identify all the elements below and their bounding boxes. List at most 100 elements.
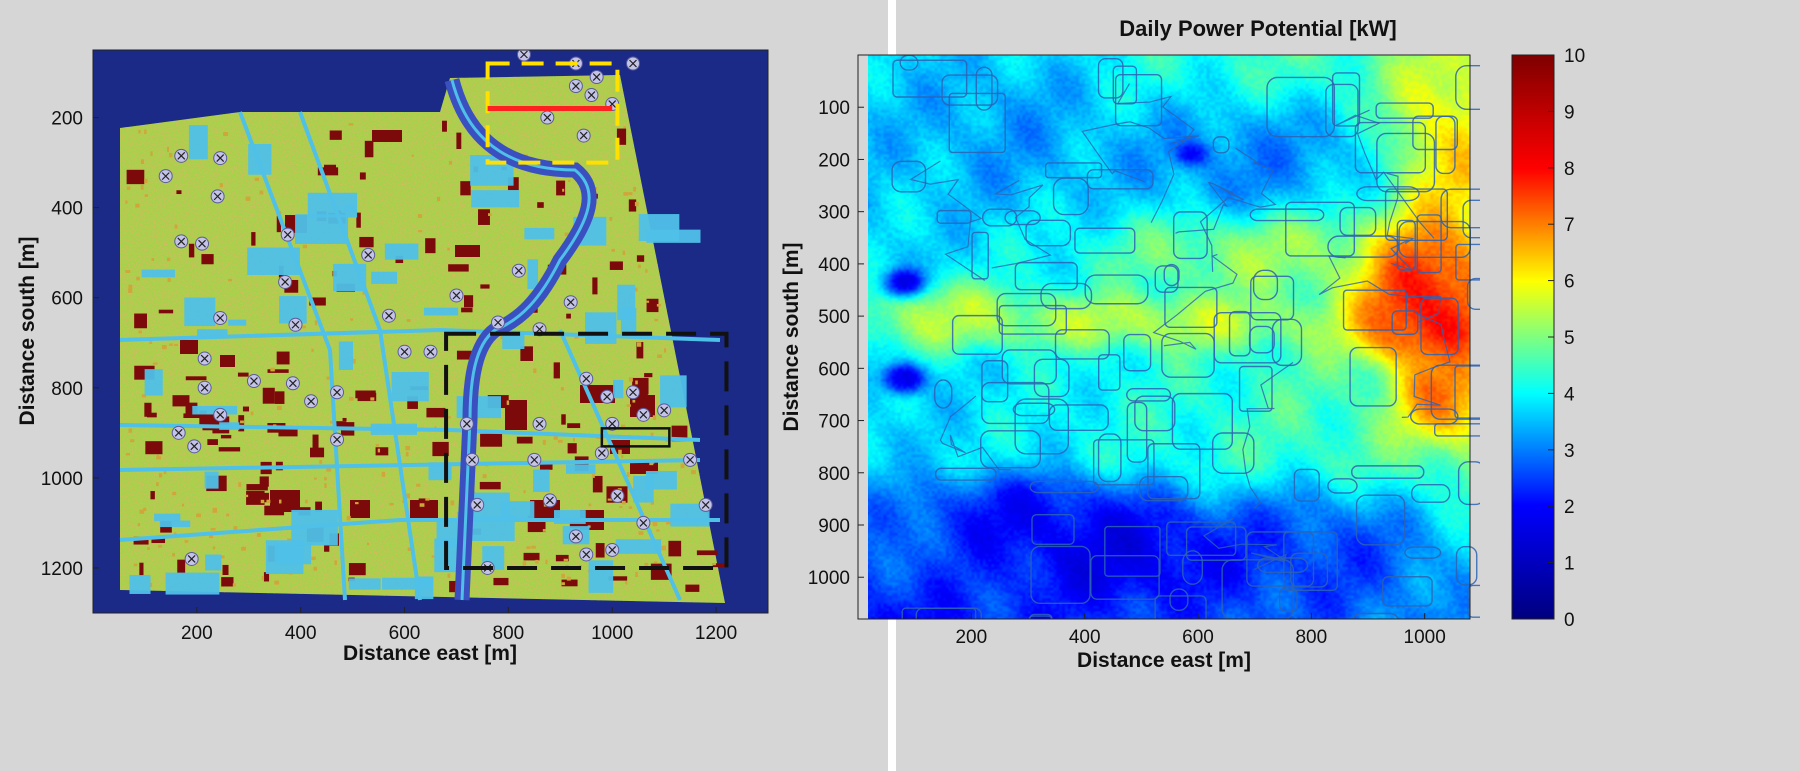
roof-speckle: [150, 151, 153, 157]
station-marker: [636, 407, 651, 422]
roof-speckle: [138, 129, 141, 134]
roof-speckle: [144, 129, 147, 135]
contour-outline: [1248, 325, 1275, 354]
roof-speckle: [240, 420, 244, 424]
contour-outline: [981, 360, 1009, 403]
contour-outline: [1025, 219, 1072, 247]
station-marker: [187, 439, 202, 454]
roof-speckle: [621, 424, 626, 430]
open-water-patch: [197, 329, 228, 339]
open-water-patch: [620, 307, 637, 336]
contour-outline: [1014, 398, 1070, 455]
roof-speckle: [174, 224, 178, 229]
roof-speckle: [128, 284, 133, 289]
contour-outline: [1266, 76, 1336, 138]
building: [567, 423, 581, 429]
roof-speckle: [591, 474, 595, 478]
contour-line: [1335, 109, 1435, 239]
station-marker: [527, 452, 542, 467]
roof-speckle: [377, 448, 381, 453]
contour-outline: [1351, 612, 1400, 619]
roof-speckle: [125, 200, 128, 204]
contour-line: [991, 179, 1052, 269]
roof-speckle: [144, 194, 148, 197]
contour-outline: [998, 304, 1068, 335]
building: [595, 543, 605, 558]
station-marker: [213, 151, 228, 166]
station-marker: [605, 416, 620, 431]
colorbar-tick-label: 8: [1564, 159, 1575, 180]
building: [262, 492, 269, 503]
contour-outline: [934, 467, 997, 481]
building: [553, 362, 560, 379]
roof-speckle: [656, 304, 662, 307]
station-marker: [542, 493, 557, 508]
colorbar-tick-label: 3: [1564, 441, 1575, 462]
contour-outline: [1462, 199, 1480, 239]
roof-speckle: [618, 449, 622, 455]
building-large: [180, 340, 198, 354]
building: [267, 369, 289, 373]
left-x-tick-label: 600: [389, 623, 421, 644]
building: [592, 475, 603, 493]
contour-outline: [1331, 72, 1361, 127]
building: [158, 309, 174, 314]
contour-outline: [1004, 210, 1041, 226]
heatmap-image: [868, 55, 1470, 619]
roof-speckle: [417, 214, 423, 218]
roof-speckle: [141, 394, 147, 398]
contour-line: [1116, 83, 1195, 223]
contour-outline: [1084, 274, 1149, 305]
open-water-patch: [192, 405, 238, 415]
right-y-tick-label: 100: [818, 98, 850, 119]
roof-speckle: [158, 473, 163, 478]
right-x-tick-label: 1000: [1404, 627, 1446, 648]
roof-speckle: [381, 471, 386, 477]
roof-speckle: [302, 325, 306, 329]
roof-speckle: [223, 132, 229, 137]
building: [448, 264, 469, 272]
station-marker: [516, 50, 531, 62]
roof-speckle: [545, 559, 548, 565]
open-water-patch: [391, 372, 429, 402]
roof-speckle: [406, 493, 411, 499]
roof-speckle: [560, 387, 564, 391]
roof-speckle: [656, 529, 660, 532]
land-use-map-chart: 200 400 600 800 1000 1200 200 400 600 800 1000 120…: [16, 49, 769, 665]
colorbar: [1512, 55, 1554, 619]
roof-speckle: [447, 247, 450, 251]
roof-speckle: [417, 230, 423, 233]
roof-speckle: [232, 583, 236, 587]
roof-speckle: [287, 538, 291, 542]
roof-speckle: [680, 463, 685, 469]
contour-outline: [1163, 263, 1180, 287]
roof-speckle: [638, 531, 644, 535]
building-large: [455, 245, 480, 257]
station-marker: [278, 274, 293, 289]
colorbar-tick-label: 4: [1564, 384, 1575, 405]
roof-speckle: [653, 561, 658, 564]
roof-speckle: [266, 499, 271, 504]
contour-line: [909, 160, 986, 281]
open-water-patch: [371, 271, 398, 284]
contour-line: [1386, 172, 1415, 271]
roof-speckle: [245, 494, 249, 498]
right-y-tick-label: 1000: [808, 568, 850, 589]
roof-speckle: [169, 343, 173, 346]
roof-speckle: [143, 507, 147, 511]
colorbar-tick-label: 0: [1564, 610, 1575, 631]
station-marker: [361, 247, 376, 262]
roof-speckle: [626, 404, 631, 407]
contour-outline: [1221, 559, 1295, 619]
right-y-tick-label: 800: [818, 464, 850, 485]
right-y-tick-label: 300: [818, 203, 850, 224]
roof-speckle: [260, 499, 265, 504]
building: [537, 202, 544, 208]
contour-line: [1242, 362, 1294, 509]
colorbar-tick-label: 5: [1564, 328, 1575, 349]
roof-speckle: [561, 573, 565, 578]
roof-speckle: [128, 428, 133, 433]
contour-outline: [1467, 584, 1480, 618]
roof-speckle: [436, 196, 441, 202]
roof-speckle: [326, 467, 332, 472]
